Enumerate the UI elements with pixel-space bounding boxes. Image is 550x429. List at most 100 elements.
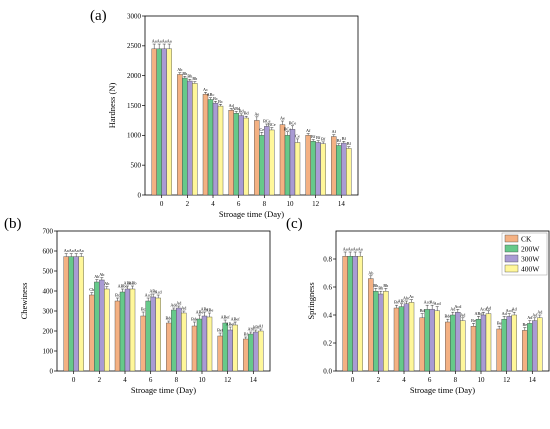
bar-200w-day-0 (347, 256, 353, 372)
bar-300w-day-4 (124, 288, 131, 372)
significance-label: Ab (177, 67, 182, 72)
significance-label: Bb (378, 286, 383, 291)
legend-swatch-400w (504, 264, 519, 273)
bar-200w-day-14 (527, 323, 533, 372)
y-tick-label: 2500 (127, 42, 142, 50)
bar-400w-day-6 (243, 117, 249, 196)
bar-200w-day-14 (248, 333, 254, 372)
significance-label: Bb (383, 283, 388, 288)
x-tick-label: 2 (186, 200, 190, 208)
significance-label: Acd (434, 301, 442, 306)
bar-300w-day-14 (253, 331, 259, 372)
significance-label: Ab (368, 270, 373, 275)
bar-400w-day-4 (217, 105, 224, 196)
y-tick-label: 0.6 (323, 283, 332, 291)
y-tick-label: 0.0 (323, 367, 332, 375)
significance-label: Af (332, 129, 337, 134)
bar-ck-day-14 (243, 338, 249, 372)
significance-label: Ad (229, 103, 235, 108)
significance-label: Bf (244, 332, 249, 337)
panel-label-a: (a) (90, 8, 107, 24)
significance-label: Be (471, 318, 476, 323)
bar-300w-day-8 (264, 126, 270, 196)
legend-swatch-200w (504, 244, 519, 253)
bar-400w-day-2 (383, 291, 389, 372)
significance-label: Ae (254, 111, 259, 116)
significance-label: Bf (321, 136, 326, 141)
significance-label: Bb (182, 71, 187, 76)
significance-label: ABc (149, 289, 157, 294)
significance-label: Bd (244, 111, 250, 116)
plot-frame (56, 230, 271, 372)
significance-label: Acd (424, 300, 432, 305)
bar-ck-day-4 (114, 300, 121, 372)
significance-label: BCe (289, 120, 297, 125)
y-tick-label: 0.8 (323, 255, 332, 263)
bar-300w-day-0 (161, 48, 167, 196)
significance-label: Ad (532, 312, 538, 317)
bar-400w-day-14 (258, 330, 264, 372)
legend-label-ck: CK (521, 234, 532, 243)
bar-ck-day-12 (496, 328, 502, 372)
significance-label: ABc (398, 298, 406, 303)
significance-label: Aa (69, 248, 74, 253)
x-tick-label: 8 (263, 200, 267, 208)
bar-300w-day-12 (227, 329, 233, 372)
x-tick-label: 0 (160, 200, 164, 208)
bar-300w-day-10 (201, 315, 208, 372)
x-tick-label: 6 (428, 376, 432, 384)
x-tick-label: 10 (286, 200, 294, 208)
bar-400w-day-2 (192, 83, 198, 196)
bar-300w-day-6 (150, 296, 156, 372)
significance-label: Bc (394, 300, 399, 305)
significance-label: Bc (218, 99, 223, 104)
x-tick-label: 14 (529, 376, 537, 384)
significance-label: Bb (373, 283, 378, 288)
bar-400w-day-0 (78, 256, 84, 372)
bar-300w-day-2 (99, 279, 105, 372)
significance-label: Bf (316, 135, 321, 140)
significance-label: Ae (280, 116, 285, 121)
significance-label: Bd (239, 108, 245, 113)
bar-300w-day-6 (238, 115, 244, 196)
x-axis-label: Stroage time (Day) (410, 385, 475, 395)
significance-label: Bb (192, 76, 197, 81)
significance-label: Af (259, 324, 264, 329)
significance-label: Ad (537, 310, 543, 315)
significance-label: Aa (348, 247, 353, 252)
bar-ck-day-6 (228, 110, 234, 196)
significance-label: Acd (155, 290, 163, 295)
significance-label: Bc (115, 293, 120, 298)
bar-400w-day-6 (434, 310, 440, 372)
legend-swatch-ck (504, 234, 519, 243)
significance-label: BCe (268, 122, 276, 127)
significance-label: Bf (311, 134, 316, 139)
y-axis-label: Chewiness (19, 283, 29, 320)
bar-300w-day-2 (187, 80, 193, 196)
x-tick-label: 14 (338, 200, 346, 208)
bar-200w-day-6 (233, 113, 239, 196)
x-tick-label: 2 (377, 376, 381, 384)
x-tick-label: 10 (198, 376, 206, 384)
legend-label-300w: 300W (521, 254, 540, 263)
bar-200w-day-8 (259, 135, 265, 196)
bar-ck-day-14 (331, 136, 337, 196)
significance-label: Aa (167, 39, 172, 44)
significance-label: ABc (207, 92, 215, 97)
x-axis-label: Stroage time (Day) (219, 209, 284, 219)
x-tick-label: 0 (72, 376, 76, 384)
significance-label: Aa (157, 39, 162, 44)
bar-ck-day-10 (279, 124, 286, 196)
significance-label: Ad (527, 315, 533, 320)
significance-label: ABef (231, 317, 241, 322)
bar-ck-day-4 (393, 307, 400, 372)
bar-ck-day-6 (140, 315, 146, 372)
bar-300w-day-4 (403, 303, 410, 372)
bar-ck-day-12 (305, 135, 311, 196)
bar-400w-day-8 (460, 320, 466, 372)
bar-300w-day-8 (176, 307, 182, 372)
bar-ck-day-0 (342, 256, 348, 372)
significance-label: Aa (64, 248, 69, 253)
bar-300w-day-6 (429, 309, 435, 372)
